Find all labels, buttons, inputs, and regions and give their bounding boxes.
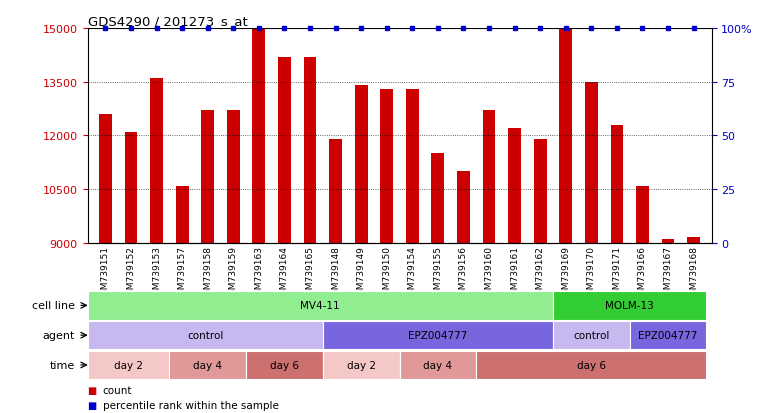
Bar [202,111,214,243]
Bar [457,172,470,243]
Text: GSM739161: GSM739161 [510,246,519,301]
Bar [687,238,700,243]
Text: control: control [573,330,610,340]
Text: GDS4290 / 201273_s_at: GDS4290 / 201273_s_at [88,15,247,28]
Bar [125,133,138,243]
Text: ■: ■ [88,400,97,410]
Text: GSM739163: GSM739163 [254,246,263,301]
Bar [400,351,476,380]
Bar [610,126,623,243]
Bar [629,321,706,350]
Text: GSM739168: GSM739168 [689,246,698,301]
Text: day 4: day 4 [423,360,452,370]
Text: GSM739160: GSM739160 [485,246,494,301]
Bar [323,321,553,350]
Bar [246,351,323,380]
Text: GSM739155: GSM739155 [433,246,442,301]
Text: GSM739171: GSM739171 [613,246,622,301]
Bar [661,240,674,243]
Bar [170,351,246,380]
Bar [278,57,291,243]
Text: GSM739162: GSM739162 [536,246,545,300]
Bar [482,111,495,243]
Text: GSM739151: GSM739151 [101,246,110,301]
Bar [253,29,266,243]
Text: GSM739152: GSM739152 [126,246,135,300]
Bar [636,186,649,243]
Text: GSM739154: GSM739154 [408,246,417,300]
Text: GSM739167: GSM739167 [664,246,673,301]
Bar [476,351,706,380]
Text: GSM739149: GSM739149 [357,246,366,300]
Bar [585,83,597,243]
Text: GSM739158: GSM739158 [203,246,212,301]
Text: GSM739170: GSM739170 [587,246,596,301]
Text: EPZ004777: EPZ004777 [408,330,467,340]
Bar [431,154,444,243]
Bar [304,57,317,243]
Text: count: count [103,385,132,395]
Bar [99,115,112,243]
Bar [553,291,706,320]
Text: day 2: day 2 [347,360,376,370]
Bar [380,90,393,243]
Text: agent: agent [43,330,75,340]
Bar [176,186,189,243]
Bar [88,321,323,350]
Text: time: time [49,360,75,370]
Text: GSM739157: GSM739157 [177,246,186,301]
Text: day 2: day 2 [114,360,143,370]
Text: EPZ004777: EPZ004777 [638,330,698,340]
Text: GSM739156: GSM739156 [459,246,468,301]
Text: day 6: day 6 [270,360,299,370]
Text: day 6: day 6 [577,360,606,370]
Text: MV4-11: MV4-11 [301,301,340,311]
Text: control: control [187,330,223,340]
Text: day 4: day 4 [193,360,222,370]
Bar [553,321,629,350]
Text: MOLM-13: MOLM-13 [605,301,654,311]
Text: ■: ■ [88,385,97,395]
Text: GSM739164: GSM739164 [280,246,289,300]
Bar [330,140,342,243]
Bar [533,140,546,243]
Text: percentile rank within the sample: percentile rank within the sample [103,400,279,410]
Text: GSM739165: GSM739165 [305,246,314,301]
Text: GSM739169: GSM739169 [562,246,570,301]
Bar [406,90,419,243]
Text: GSM739148: GSM739148 [331,246,340,300]
Text: GSM739166: GSM739166 [638,246,647,301]
Bar [227,111,240,243]
Bar [355,86,368,243]
Bar [150,79,163,243]
Text: cell line: cell line [32,301,75,311]
Text: GSM739153: GSM739153 [152,246,161,301]
Bar [88,351,170,380]
Bar [323,351,400,380]
Bar [559,29,572,243]
Text: GSM739150: GSM739150 [382,246,391,301]
Text: GSM739159: GSM739159 [229,246,237,301]
Bar [508,129,521,243]
Bar [88,291,553,320]
